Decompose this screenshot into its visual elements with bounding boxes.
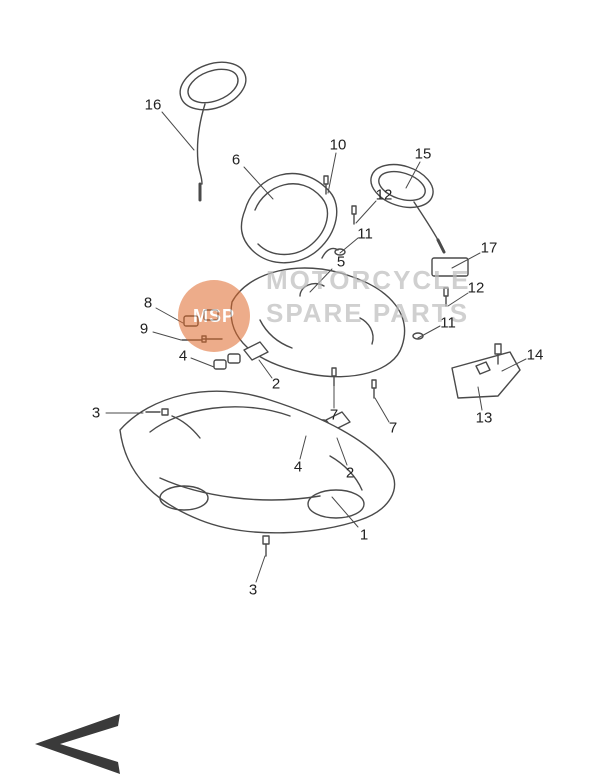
callout-15: 15 <box>415 146 432 163</box>
callout-11a: 11 <box>357 226 373 243</box>
callout-9: 9 <box>140 321 148 338</box>
part-12-screw-a <box>352 206 356 224</box>
callout-5: 5 <box>337 254 345 271</box>
part-15-mirror-right <box>365 157 444 252</box>
part-4-clip-a <box>214 354 240 369</box>
diagram-canvas: MSP MOTORCYCLE SPARE PARTS 16 6 10 15 12… <box>0 0 600 776</box>
callout-3a: 3 <box>92 405 100 422</box>
callout-8: 8 <box>144 295 152 312</box>
callout-12a: 12 <box>376 187 393 204</box>
part-13-lid <box>452 352 520 398</box>
orientation-arrow <box>35 714 120 774</box>
parts-svg <box>0 0 600 776</box>
part-16-mirror-left <box>174 54 253 200</box>
watermark-line-1: MOTORCYCLE <box>266 264 470 297</box>
callout-17: 17 <box>481 240 498 257</box>
part-7-screw-b <box>372 380 376 398</box>
callout-12b: 12 <box>468 280 485 297</box>
callout-6: 6 <box>232 152 240 169</box>
callout-2a: 2 <box>272 376 280 393</box>
watermark-badge: MSP <box>178 280 250 352</box>
callout-14: 14 <box>527 347 544 364</box>
callout-11b: 11 <box>440 315 456 332</box>
watermark-badge-text: MSP <box>193 306 235 327</box>
callout-16: 16 <box>145 97 162 114</box>
part-3-screw-bottom <box>263 536 269 556</box>
callout-4a: 4 <box>179 348 187 365</box>
callout-7a: 7 <box>330 407 338 424</box>
part-6-visor <box>241 174 336 263</box>
part-1-front-cover <box>120 391 395 533</box>
callout-4b: 4 <box>294 459 302 476</box>
callout-13: 13 <box>476 410 493 427</box>
callout-7b: 7 <box>389 420 397 437</box>
callout-10: 10 <box>330 137 347 154</box>
callout-1: 1 <box>360 527 368 544</box>
callout-2b: 2 <box>346 465 354 482</box>
callout-3b: 3 <box>249 582 257 599</box>
